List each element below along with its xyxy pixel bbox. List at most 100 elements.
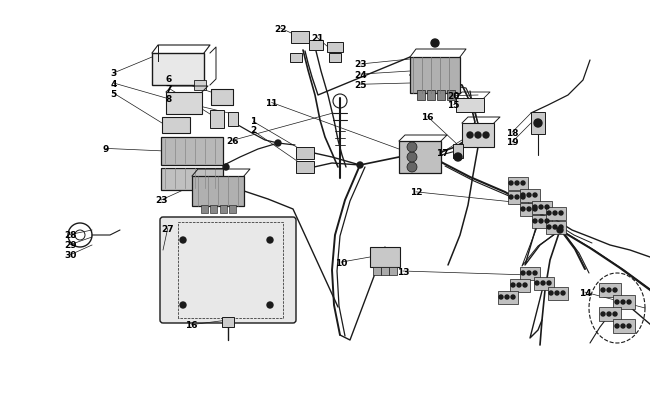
Bar: [309, 41, 323, 51]
Bar: [599, 284, 621, 297]
Bar: [520, 189, 540, 202]
Bar: [532, 215, 552, 228]
Text: 20: 20: [447, 92, 460, 101]
Bar: [548, 287, 568, 300]
Text: 17: 17: [436, 149, 448, 158]
Text: 8: 8: [166, 95, 172, 104]
Bar: [546, 207, 566, 220]
Circle shape: [521, 207, 525, 211]
Text: 28: 28: [64, 230, 77, 239]
Bar: [370, 247, 400, 267]
Circle shape: [454, 153, 462, 162]
Text: 23: 23: [354, 60, 367, 69]
Circle shape: [533, 194, 537, 198]
Circle shape: [483, 133, 489, 139]
Circle shape: [545, 205, 549, 209]
Circle shape: [613, 288, 617, 292]
Circle shape: [509, 181, 513, 185]
Bar: [599, 307, 621, 321]
Bar: [399, 142, 441, 174]
Bar: [520, 203, 540, 216]
Bar: [534, 277, 554, 290]
Circle shape: [521, 181, 525, 185]
Circle shape: [613, 312, 617, 316]
Circle shape: [541, 281, 545, 285]
Bar: [161, 138, 223, 166]
Circle shape: [267, 302, 273, 308]
Circle shape: [627, 324, 631, 328]
Bar: [447, 91, 455, 101]
Text: 4: 4: [111, 79, 117, 88]
Circle shape: [223, 164, 229, 171]
Circle shape: [475, 133, 481, 139]
Circle shape: [515, 181, 519, 185]
Circle shape: [517, 284, 521, 287]
Bar: [296, 162, 314, 174]
Text: 11: 11: [265, 99, 278, 108]
Text: 27: 27: [161, 224, 174, 233]
Bar: [228, 113, 238, 127]
Bar: [290, 53, 302, 62]
Circle shape: [601, 312, 605, 316]
Bar: [456, 99, 484, 113]
Circle shape: [521, 271, 525, 275]
Circle shape: [533, 205, 537, 209]
Bar: [508, 191, 528, 204]
Circle shape: [547, 211, 551, 215]
Circle shape: [467, 133, 473, 139]
Text: 15: 15: [447, 101, 460, 110]
Bar: [613, 319, 635, 333]
Text: 13: 13: [396, 267, 410, 276]
Circle shape: [515, 196, 519, 200]
Bar: [453, 145, 463, 159]
Bar: [329, 53, 341, 62]
Bar: [209, 205, 216, 213]
Text: 25: 25: [354, 81, 367, 90]
Circle shape: [357, 162, 363, 168]
Circle shape: [557, 228, 563, 233]
Circle shape: [627, 300, 631, 304]
Circle shape: [553, 226, 557, 230]
Bar: [462, 124, 494, 148]
Circle shape: [407, 143, 417, 153]
Bar: [222, 317, 234, 327]
Circle shape: [545, 220, 549, 224]
Bar: [520, 267, 540, 280]
Bar: [417, 91, 425, 101]
Circle shape: [561, 291, 565, 295]
Circle shape: [547, 226, 551, 230]
Circle shape: [559, 211, 563, 215]
Circle shape: [527, 207, 531, 211]
Circle shape: [539, 205, 543, 209]
Circle shape: [607, 288, 611, 292]
Bar: [613, 295, 635, 309]
Text: 24: 24: [354, 70, 367, 79]
Circle shape: [615, 300, 619, 304]
Text: 29: 29: [64, 241, 77, 249]
Bar: [327, 43, 343, 53]
Bar: [296, 148, 314, 160]
Text: 18: 18: [506, 128, 519, 137]
Text: 23: 23: [155, 196, 168, 205]
Circle shape: [533, 207, 537, 211]
Circle shape: [180, 302, 186, 308]
Circle shape: [509, 196, 513, 200]
Circle shape: [521, 194, 525, 198]
Bar: [531, 113, 545, 135]
Text: 12: 12: [410, 188, 422, 197]
Bar: [211, 90, 233, 106]
Circle shape: [533, 271, 537, 275]
Bar: [508, 177, 528, 190]
Circle shape: [535, 281, 539, 285]
Text: 21: 21: [311, 34, 324, 43]
Circle shape: [601, 288, 605, 292]
Circle shape: [555, 291, 559, 295]
Bar: [510, 279, 530, 292]
Circle shape: [523, 284, 527, 287]
Circle shape: [431, 40, 439, 48]
Text: 9: 9: [103, 145, 109, 153]
Text: 1: 1: [250, 117, 257, 126]
Circle shape: [499, 295, 503, 299]
Circle shape: [534, 120, 542, 128]
Text: 16: 16: [185, 320, 198, 329]
